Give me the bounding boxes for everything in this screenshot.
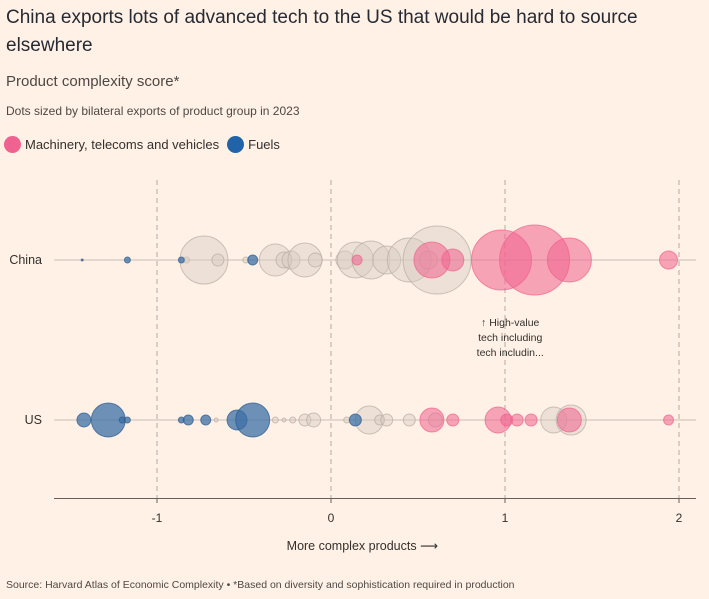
dot-us-other [402,413,416,427]
chart-title: China exports lots of advanced tech to t… [6,7,638,56]
dot-us-machinery [446,413,460,427]
dot-us-other [213,417,219,423]
dot-china-fuels [247,254,259,266]
legend-label-fuels: Fuels [248,137,280,152]
dot-china-other [211,253,225,267]
dot-us-machinery [510,413,524,427]
dot-us-fuels [76,412,92,428]
dot-china-fuels [177,256,185,264]
dot-us-fuels [348,413,362,427]
dot-us-machinery [419,407,445,433]
legend-swatch-machinery [4,136,21,153]
dot-us-other [306,412,322,428]
row-label-china: China [9,253,42,267]
dot-china-machinery [351,254,363,266]
dot-us-machinery [663,414,675,426]
dot-us-machinery [524,413,538,427]
dot-china-machinery [441,248,465,272]
legend: Machinery, telecoms and vehicles Fuels [4,136,288,153]
dot-us-other [281,417,287,423]
dot-us-fuels [182,414,194,426]
dot-us-other [298,413,312,427]
legend-label-machinery: Machinery, telecoms and vehicles [25,137,220,152]
x-tick-label--1: -1 [152,511,163,525]
dot-us-other [374,414,386,426]
annotation-line-0: ↑ High-value [481,317,540,329]
dot-us-other [271,416,279,424]
dot-us-fuels [123,416,131,424]
dot-us-other [380,413,394,427]
chart-description: Dots sized by bilateral exports of produ… [6,104,300,118]
dot-us-other [289,416,297,424]
x-tick-label-0: 0 [328,511,335,525]
dot-china-machinery [659,250,679,270]
dot-us-machinery [556,407,582,433]
legend-item-fuels: Fuels [227,136,280,153]
source-note: Source: Harvard Atlas of Economic Comple… [6,579,515,591]
x-tick-label-2: 2 [676,511,683,525]
dot-us-other [343,416,351,424]
legend-swatch-fuels [227,136,245,153]
row-label-us: US [25,413,42,427]
dot-us-fuels [200,414,212,426]
annotation-line-1: tech including [478,332,542,344]
legend-item-machinery: Machinery, telecoms and vehicles [4,136,219,153]
dot-china-other [307,252,323,268]
dot-china-other [372,245,402,275]
dot-china-fuels [80,258,84,262]
dot-china-fuels [123,256,131,264]
x-axis-label: More complex products ⟶ [287,539,438,553]
x-tick-label-1: 1 [502,511,509,525]
chart-subtitle: Product complexity score* [6,73,180,90]
dot-china-machinery [546,237,592,283]
dot-us-fuels [235,402,271,438]
annotation-line-2: tech includin... [477,347,544,359]
